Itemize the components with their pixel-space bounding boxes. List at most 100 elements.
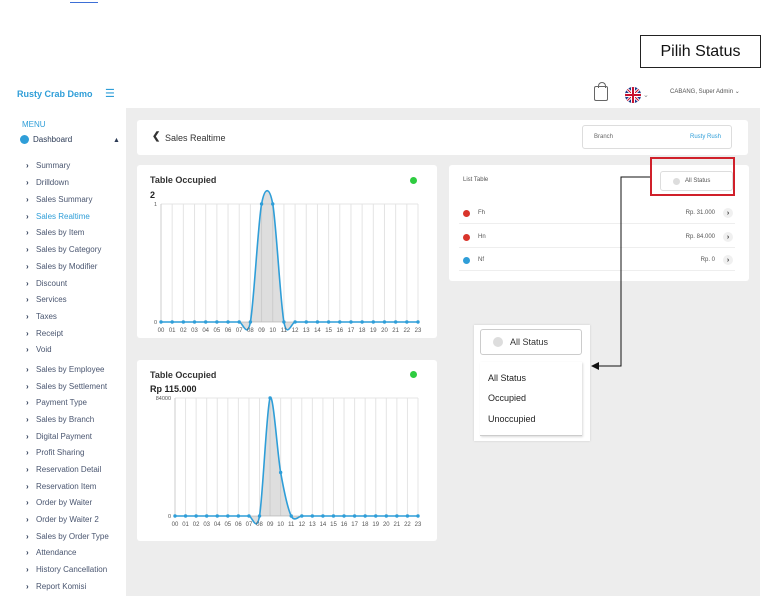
x-tick-label: 22 (404, 522, 411, 528)
chevron-right-icon: › (26, 312, 29, 321)
table-row[interactable]: Fh Rp. 31.000 › (459, 203, 735, 224)
x-tick-label: 05 (214, 328, 221, 334)
chevron-right-icon: › (26, 498, 29, 507)
data-point (384, 514, 389, 518)
page-title: Sales Realtime (165, 133, 226, 143)
chevron-down-icon[interactable]: ⌄ (643, 92, 649, 99)
dropdown-option[interactable]: Unoccupied (488, 414, 536, 424)
x-tick-label: 18 (362, 522, 369, 528)
sidebar-item-label: Reservation Item (36, 482, 97, 491)
chevron-right-icon[interactable]: › (723, 208, 733, 218)
data-point (352, 514, 357, 518)
sidebar-item[interactable]: › Order by Waiter 2 (26, 515, 99, 524)
list-title: List Table (463, 177, 489, 183)
sidebar-item[interactable]: › Sales by Order Type (26, 532, 109, 541)
status-dropdown-button[interactable]: All Status (480, 329, 582, 355)
sidebar-item[interactable]: › Void (26, 345, 52, 354)
chevron-up-icon[interactable]: ▲ (113, 137, 120, 144)
sidebar-item-dashboard[interactable]: Dashboard (20, 135, 72, 144)
chart-title: Table Occupied (150, 175, 217, 185)
sidebar-item[interactable]: › Sales by Modifier (26, 262, 97, 271)
sidebar-item[interactable]: › Reservation Item (26, 482, 96, 491)
sidebar-item[interactable]: › Reservation Detail (26, 465, 101, 474)
table-row[interactable]: Nf Rp. 0 › (459, 250, 735, 271)
x-tick-label: 18 (359, 328, 366, 334)
dropdown-options (480, 362, 582, 436)
sidebar-item-label: Payment Type (36, 398, 87, 407)
data-point (181, 320, 186, 324)
sidebar-item-label: Drilldown (36, 178, 69, 187)
data-point (304, 320, 308, 324)
shopping-bag-icon[interactable] (594, 82, 608, 101)
y-tick-label: 0 (168, 514, 171, 520)
x-tick-label: 14 (314, 328, 321, 334)
x-tick-label: 11 (281, 328, 288, 334)
sidebar-item[interactable]: › Summary (26, 161, 70, 170)
data-point (159, 320, 163, 324)
sidebar-item[interactable]: › Drilldown (26, 178, 69, 187)
x-tick-label: 04 (214, 522, 221, 528)
callout-label: Pilih Status (660, 42, 741, 60)
chevron-right-icon: › (26, 262, 29, 271)
data-point (247, 514, 251, 518)
x-tick-label: 11 (288, 522, 295, 528)
chevron-right-icon: › (26, 565, 29, 574)
sidebar-item[interactable]: › Digital Payment (26, 432, 92, 441)
sidebar-item[interactable]: › Profit Sharing (26, 448, 84, 457)
sidebar-item-label: Sales by Employee (36, 365, 105, 374)
sidebar-item[interactable]: › Sales by Employee (26, 365, 104, 374)
sidebar-item[interactable]: › Sales Realtime (26, 212, 90, 221)
status-dot-icon (673, 177, 680, 185)
x-tick-label: 20 (383, 522, 390, 528)
dropdown-option[interactable]: All Status (488, 373, 527, 383)
x-tick-label: 09 (267, 522, 274, 528)
data-point (192, 320, 197, 324)
sidebar-item-label: Sales Summary (36, 195, 93, 204)
sidebar-item[interactable]: › Sales by Category (26, 245, 101, 254)
dropdown-option[interactable]: Occupied (488, 393, 527, 403)
x-tick-label: 01 (182, 522, 189, 528)
sidebar-item[interactable]: › History Cancellation (26, 565, 107, 574)
chevron-right-icon: › (26, 448, 29, 457)
data-point (282, 320, 286, 324)
x-tick-label: 21 (394, 522, 401, 528)
branch-select[interactable] (582, 125, 732, 149)
sidebar-item-label: Sales Realtime (36, 212, 90, 221)
sidebar-item-label: Profit Sharing (36, 448, 85, 457)
sidebar-item-label: Report Komisi (36, 582, 87, 591)
user-menu[interactable]: CABANG, Super Admin ⌄ (670, 89, 740, 95)
x-tick-label: 12 (292, 328, 299, 334)
data-point (310, 514, 315, 518)
table-row[interactable]: Hn Rp. 84.000 › (459, 227, 735, 248)
chevron-right-icon: › (26, 365, 29, 374)
chevron-right-icon[interactable]: › (723, 255, 733, 265)
data-point (331, 514, 336, 518)
chevron-right-icon: › (26, 398, 29, 407)
sidebar-item[interactable]: › Sales Summary (26, 195, 92, 204)
top-link-underline[interactable] (70, 0, 98, 3)
x-tick-label: 16 (336, 328, 343, 334)
data-point (293, 320, 297, 324)
brand-name[interactable]: Rusty Crab Demo (17, 89, 93, 99)
sidebar-item-label: Sales by Item (36, 228, 85, 237)
chevron-right-icon: › (26, 195, 29, 204)
x-tick-label: 13 (309, 522, 316, 528)
back-arrow-icon[interactable]: ❮ (152, 131, 161, 142)
sidebar-item[interactable]: › Payment Type (26, 398, 87, 407)
sidebar-item[interactable]: › Taxes (26, 312, 57, 321)
sidebar-item[interactable]: › Attendance (26, 548, 76, 557)
data-point (248, 320, 253, 324)
sidebar-item[interactable]: › Report Komisi (26, 582, 86, 591)
chevron-right-icon[interactable]: › (723, 232, 733, 242)
status-filter-button[interactable]: All Status (660, 171, 733, 191)
sidebar-item[interactable]: › Discount (26, 279, 67, 288)
sidebar-item[interactable]: › Services (26, 295, 67, 304)
sidebar-item[interactable]: › Receipt (26, 329, 63, 338)
chevron-right-icon: › (26, 532, 29, 541)
sidebar-item[interactable]: › Sales by Branch (26, 415, 94, 424)
sidebar-item[interactable]: › Sales by Item (26, 228, 84, 237)
data-point (194, 514, 198, 518)
hamburger-icon[interactable]: ☰ (105, 88, 115, 100)
sidebar-item[interactable]: › Sales by Settlement (26, 382, 107, 391)
sidebar-item[interactable]: › Order by Waiter (26, 498, 92, 507)
